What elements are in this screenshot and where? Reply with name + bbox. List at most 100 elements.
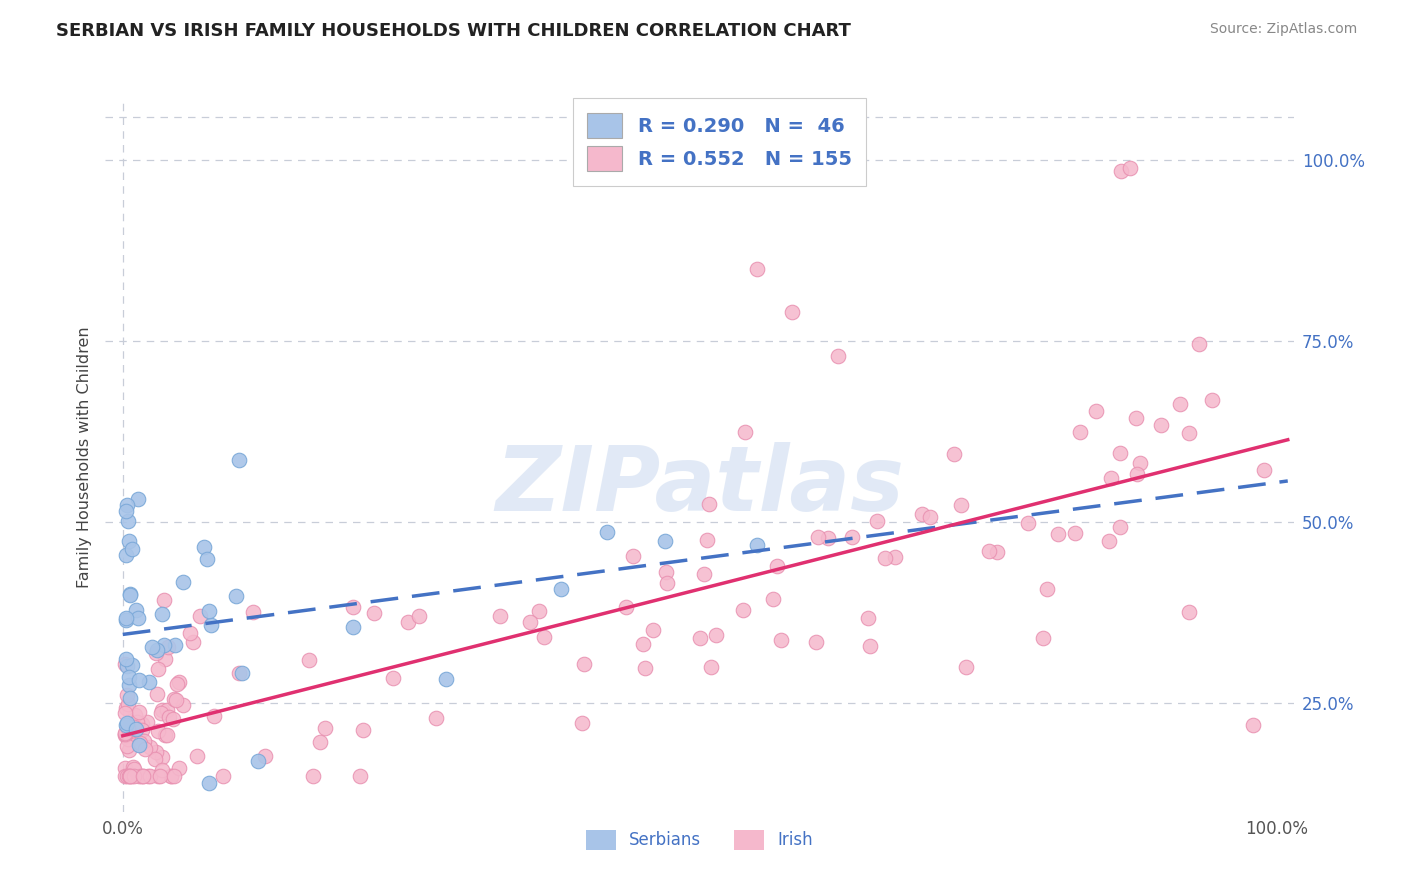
- Point: [342, 620, 364, 634]
- Point: [696, 533, 718, 548]
- Point: [114, 657, 136, 671]
- Point: [141, 640, 163, 654]
- Point: [134, 741, 156, 756]
- Point: [181, 635, 204, 649]
- Point: [1036, 582, 1059, 597]
- Point: [128, 735, 150, 749]
- Point: [1253, 463, 1275, 477]
- Point: [136, 768, 159, 782]
- Point: [733, 603, 755, 617]
- Point: [125, 714, 148, 729]
- Point: [114, 727, 136, 741]
- Point: [596, 524, 619, 539]
- Point: [115, 718, 138, 732]
- Text: Source: ZipAtlas.com: Source: ZipAtlas.com: [1209, 22, 1357, 37]
- Point: [148, 723, 170, 738]
- Point: [884, 550, 907, 565]
- Point: [1069, 425, 1091, 439]
- Y-axis label: Family Households with Children: Family Households with Children: [76, 326, 91, 588]
- Point: [128, 768, 150, 782]
- Point: [150, 764, 173, 778]
- Point: [1098, 534, 1121, 549]
- Point: [225, 590, 247, 604]
- Point: [127, 491, 149, 506]
- Point: [146, 662, 169, 676]
- Point: [169, 675, 191, 690]
- Point: [253, 749, 276, 764]
- Point: [121, 658, 143, 673]
- Point: [179, 626, 201, 640]
- Point: [654, 565, 676, 579]
- Point: [920, 509, 942, 524]
- Point: [363, 607, 385, 621]
- Point: [856, 610, 879, 624]
- Point: [131, 723, 153, 737]
- Point: [807, 530, 830, 544]
- Point: [533, 630, 555, 644]
- Point: [657, 576, 679, 591]
- Point: [1046, 527, 1069, 541]
- Point: [165, 693, 187, 707]
- Point: [118, 670, 141, 684]
- Point: [188, 609, 211, 624]
- Point: [1126, 467, 1149, 482]
- Point: [734, 425, 756, 439]
- Point: [145, 646, 167, 660]
- Point: [121, 768, 143, 782]
- Point: [866, 514, 889, 528]
- Point: [135, 715, 157, 730]
- Point: [149, 768, 172, 782]
- Point: [172, 698, 194, 712]
- Point: [747, 538, 769, 552]
- Point: [955, 660, 977, 674]
- Point: [1085, 403, 1108, 417]
- Point: [122, 762, 145, 776]
- Point: [197, 776, 219, 790]
- Point: [128, 739, 150, 753]
- Point: [314, 721, 336, 735]
- Point: [1177, 606, 1199, 620]
- Point: [352, 723, 374, 737]
- Point: [212, 768, 235, 782]
- Point: [114, 762, 136, 776]
- Point: [150, 703, 173, 717]
- Point: [762, 592, 785, 607]
- Point: [942, 447, 965, 461]
- Point: [114, 726, 136, 740]
- Point: [1125, 411, 1147, 425]
- Point: [114, 706, 136, 721]
- Point: [157, 640, 180, 654]
- Point: [911, 507, 934, 521]
- Point: [124, 707, 146, 722]
- Point: [804, 635, 827, 649]
- Point: [115, 503, 138, 517]
- Point: [550, 582, 572, 596]
- Point: [118, 768, 141, 782]
- Point: [114, 768, 136, 782]
- Point: [425, 711, 447, 725]
- Point: [163, 768, 186, 782]
- Point: [1188, 337, 1211, 351]
- Point: [118, 678, 141, 692]
- Point: [242, 605, 264, 619]
- Point: [202, 708, 225, 723]
- Point: [125, 603, 148, 617]
- Point: [160, 768, 183, 782]
- Point: [122, 721, 145, 735]
- Point: [118, 724, 141, 739]
- Point: [120, 588, 142, 602]
- Point: [765, 558, 787, 573]
- Point: [146, 768, 169, 782]
- Legend: Serbians, Irish: Serbians, Irish: [579, 823, 820, 856]
- Point: [769, 632, 792, 647]
- Point: [780, 305, 803, 319]
- Point: [195, 551, 218, 566]
- Point: [138, 675, 160, 690]
- Point: [160, 768, 183, 782]
- Point: [1109, 164, 1132, 178]
- Point: [117, 514, 139, 528]
- Point: [153, 638, 176, 652]
- Point: [1119, 161, 1142, 175]
- Point: [396, 615, 419, 630]
- Point: [641, 623, 664, 637]
